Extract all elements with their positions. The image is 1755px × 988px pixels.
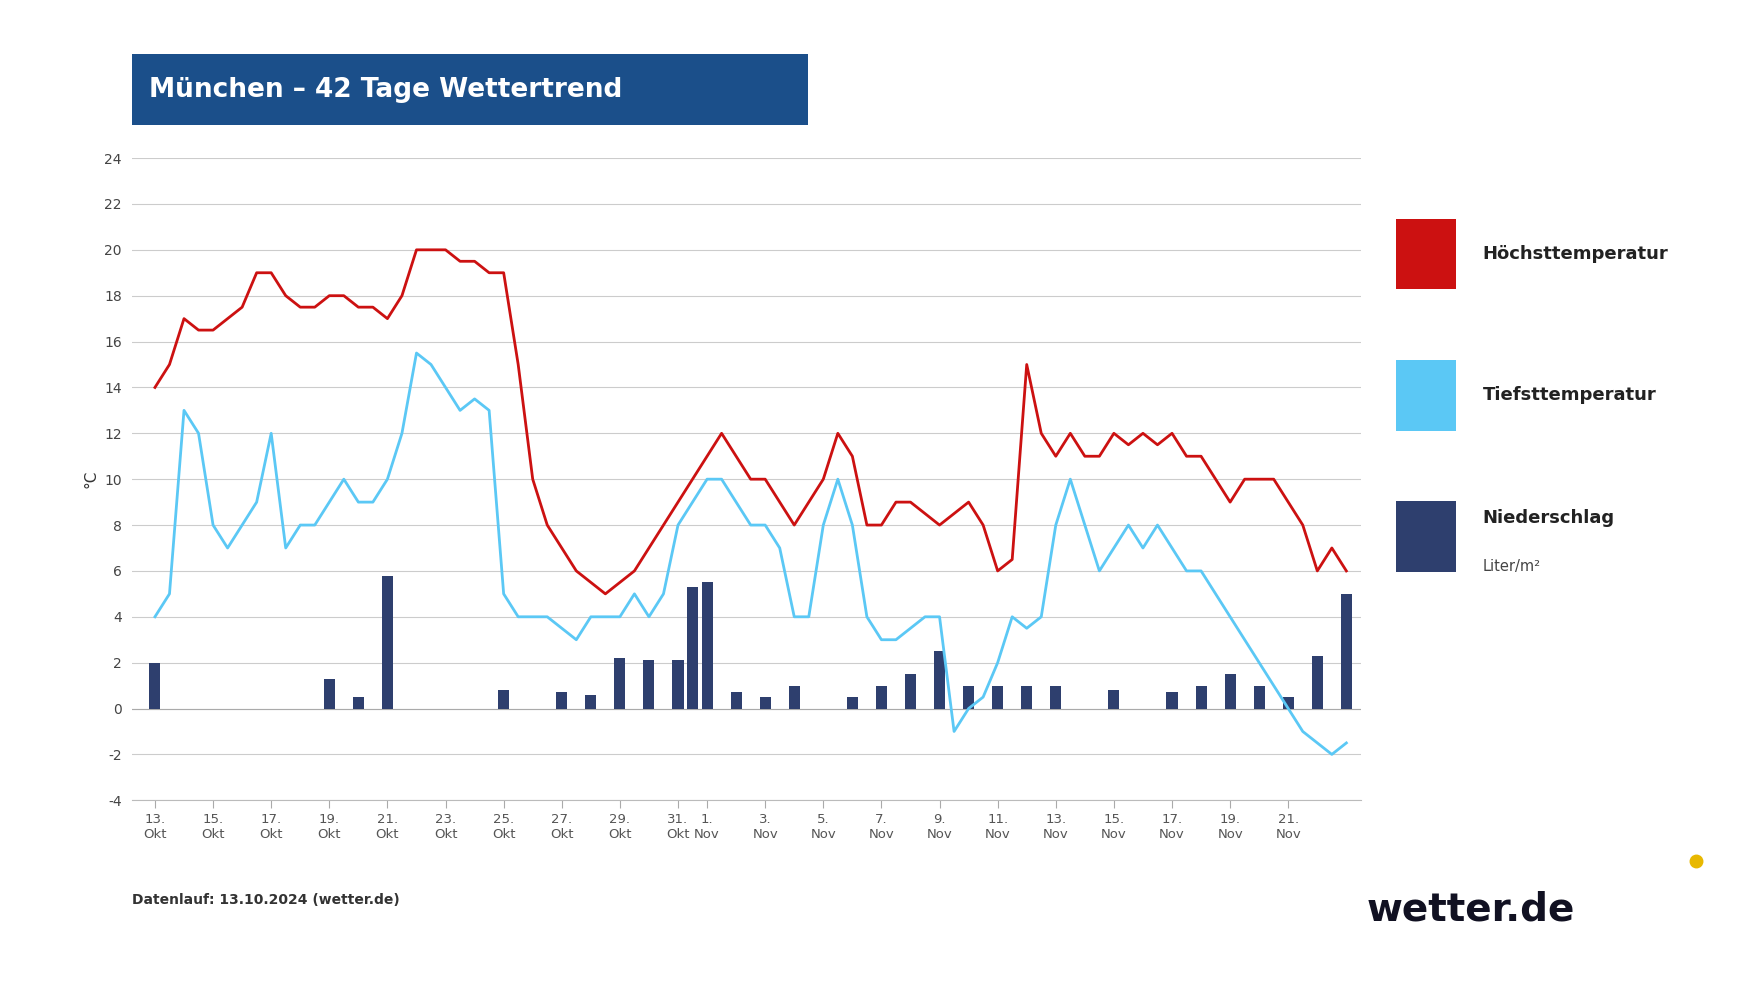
Bar xyxy=(1049,686,1060,708)
Bar xyxy=(498,691,509,708)
Bar xyxy=(934,651,944,708)
Bar xyxy=(1341,594,1351,708)
Bar xyxy=(730,693,741,708)
Bar xyxy=(642,660,655,708)
Bar xyxy=(1165,693,1178,708)
Bar xyxy=(323,679,335,708)
Bar xyxy=(614,658,625,708)
Bar xyxy=(760,698,770,708)
Text: Höchsttemperatur: Höchsttemperatur xyxy=(1481,245,1667,263)
Text: Niederschlag: Niederschlag xyxy=(1481,509,1615,527)
Bar xyxy=(1395,360,1455,431)
Bar xyxy=(788,686,799,708)
Bar xyxy=(1107,691,1118,708)
Bar xyxy=(1195,686,1206,708)
Bar xyxy=(584,695,597,708)
Bar xyxy=(1395,502,1455,572)
Bar xyxy=(846,698,858,708)
Bar xyxy=(149,663,160,708)
Bar xyxy=(702,582,713,708)
Bar xyxy=(1223,674,1236,708)
Text: Tiefsttemperatur: Tiefsttemperatur xyxy=(1481,386,1655,404)
Bar xyxy=(1281,698,1293,708)
Bar xyxy=(556,693,567,708)
Text: Datenlauf: 13.10.2024 (wetter.de): Datenlauf: 13.10.2024 (wetter.de) xyxy=(132,893,398,907)
Y-axis label: °C: °C xyxy=(84,470,98,488)
Bar xyxy=(1311,656,1322,708)
Bar xyxy=(1253,686,1264,708)
Bar xyxy=(904,674,916,708)
Bar xyxy=(353,698,363,708)
Bar xyxy=(992,686,1002,708)
Bar xyxy=(1395,219,1455,289)
Bar xyxy=(686,587,698,708)
Text: Liter/m²: Liter/m² xyxy=(1481,559,1541,574)
Bar xyxy=(876,686,886,708)
Bar xyxy=(1021,686,1032,708)
Text: wetter.de: wetter.de xyxy=(1365,890,1574,929)
Bar xyxy=(381,575,393,708)
Bar xyxy=(962,686,974,708)
Bar xyxy=(672,660,683,708)
Text: München – 42 Tage Wettertrend: München – 42 Tage Wettertrend xyxy=(149,77,621,103)
